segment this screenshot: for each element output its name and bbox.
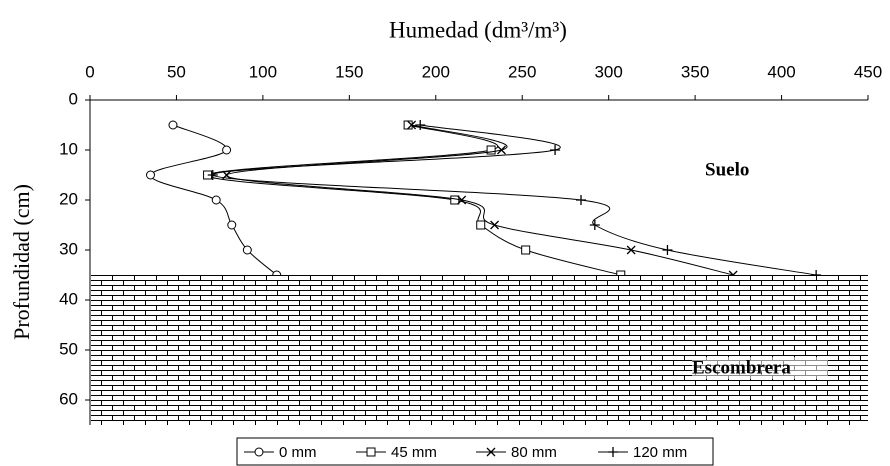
- data-point: [490, 220, 500, 230]
- data-point: [550, 145, 561, 155]
- data-point: [486, 145, 496, 155]
- legend-label: 80 mm: [511, 444, 557, 461]
- data-point: [415, 120, 426, 130]
- legend-label: 45 mm: [391, 444, 437, 461]
- x-tick-label: 150: [335, 62, 363, 81]
- data-point: [497, 145, 506, 155]
- data-point: [589, 220, 600, 230]
- y-tick-label: 50: [59, 339, 78, 358]
- x-tick-label: 400: [767, 62, 795, 81]
- legend-marker: [254, 447, 264, 457]
- data-point: [521, 245, 531, 255]
- y-tick-label: 0: [69, 89, 78, 108]
- data-point: [222, 145, 232, 155]
- y-tick-label: 10: [59, 139, 78, 158]
- y-tick-label: 20: [59, 189, 78, 208]
- data-point: [457, 195, 467, 205]
- chart-title: Humedad (dm³/m³): [389, 17, 567, 42]
- data-point: [227, 220, 237, 230]
- data-point: [576, 195, 587, 205]
- layer-label: Suelo: [705, 159, 749, 180]
- soil-layer: [90, 100, 868, 275]
- x-tick-label: 350: [681, 62, 709, 81]
- y-tick-label: 30: [59, 239, 78, 258]
- data-point: [146, 170, 156, 180]
- data-point: [242, 245, 252, 255]
- data-point: [626, 245, 636, 255]
- legend-marker: [366, 447, 376, 457]
- data-point: [407, 120, 417, 130]
- data-point: [168, 120, 178, 130]
- rubble-layer: [91, 275, 868, 425]
- layer-label-bg: [692, 357, 828, 379]
- y-tick-label: 40: [59, 289, 78, 308]
- x-tick-label: 300: [594, 62, 622, 81]
- y-tick-label: 60: [59, 389, 78, 408]
- legend-marker: [608, 447, 618, 457]
- x-tick-label: 100: [249, 62, 277, 81]
- x-tick-label: 450: [854, 62, 882, 81]
- data-point: [476, 220, 486, 230]
- legend-box: [236, 437, 714, 466]
- data-point: [450, 195, 460, 205]
- x-tick-label: 50: [167, 62, 186, 81]
- legend-label: 120 mm: [633, 444, 687, 461]
- x-tick-label: 0: [85, 62, 94, 81]
- x-tick-label: 250: [508, 62, 536, 81]
- layer-label: Escombrera: [692, 357, 791, 378]
- y-axis-label: Profundidad (cm): [9, 184, 34, 340]
- x-tick-label: 200: [422, 62, 450, 81]
- data-point: [662, 245, 673, 255]
- legend-label: 0 mm: [279, 444, 317, 461]
- data-point: [211, 195, 221, 205]
- data-point: [207, 170, 218, 180]
- legend-marker: [486, 447, 496, 457]
